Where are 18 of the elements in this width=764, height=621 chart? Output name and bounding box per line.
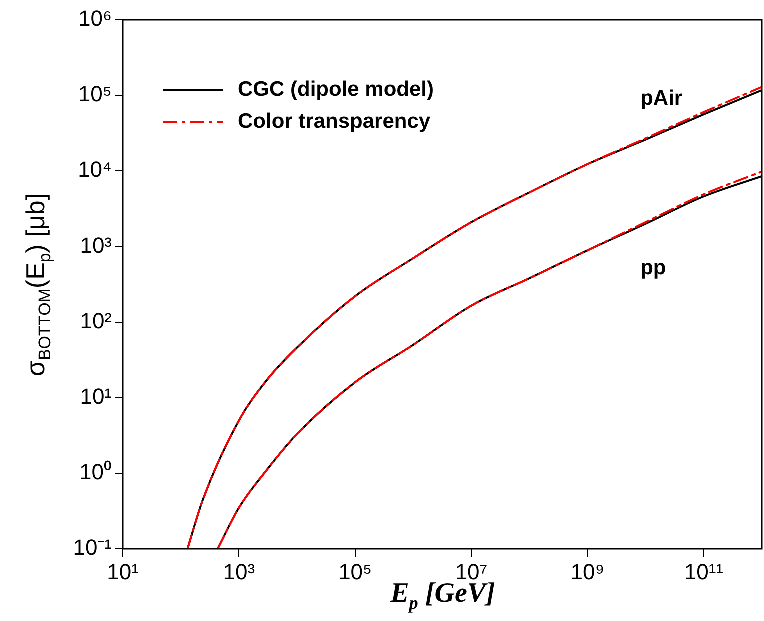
y-tick-label: 10³	[80, 232, 112, 258]
y-tick-label: 10⁴	[78, 157, 112, 182]
x-tick-label: 10⁹	[570, 559, 605, 584]
y-tick-label: 10²	[80, 308, 112, 334]
legend-label: CGC (dipole model)	[238, 78, 434, 101]
x-tick-label: 10¹	[107, 559, 139, 584]
annotation: pAir	[640, 87, 683, 110]
y-tick-label: 10⁵	[78, 82, 112, 107]
y-tick-label: 10⁰	[80, 459, 112, 484]
x-tick-label: 10¹¹	[684, 559, 724, 584]
legend-label: Color transparency	[238, 110, 431, 133]
x-tick-label: 10⁷	[455, 559, 488, 584]
y-tick-label: 10⁻¹	[73, 535, 112, 560]
y-tick-label: 10⁶	[78, 6, 112, 32]
x-tick-label: 10³	[223, 559, 256, 584]
annotation: pp	[640, 256, 666, 280]
x-tick-label: 10⁵	[338, 559, 372, 584]
y-tick-label: 10¹	[80, 384, 112, 409]
